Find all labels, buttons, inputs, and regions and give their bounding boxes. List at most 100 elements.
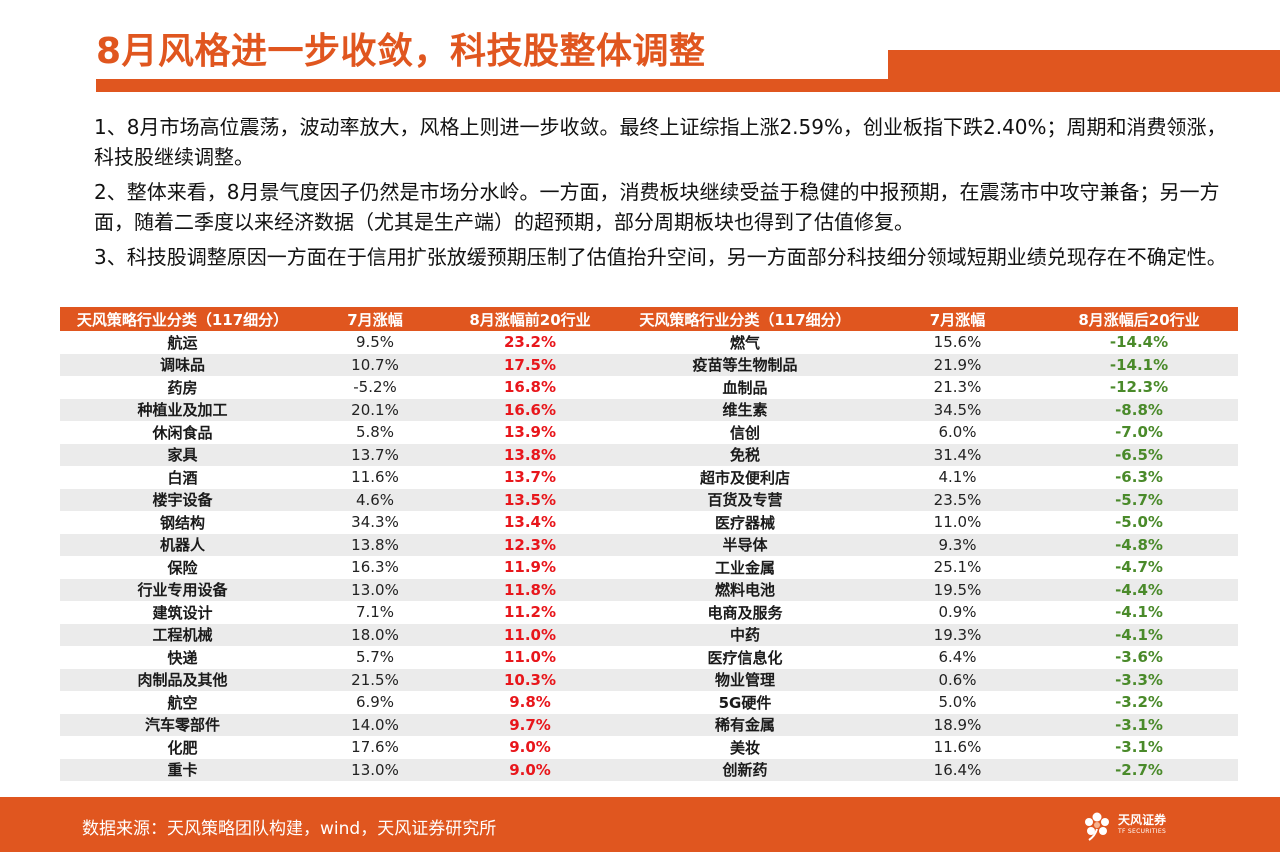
cell-industry-top: 调味品: [159, 356, 205, 375]
cell-july-change-bottom: 18.9%: [933, 715, 982, 734]
footer-bar: [0, 797, 1280, 852]
cell-industry-top: 重卡: [167, 761, 198, 780]
cell-july-change-bottom: 5.0%: [938, 693, 977, 712]
cell-industry-top: 种植业及加工: [137, 401, 228, 420]
cell-july-change-bottom: 21.9%: [933, 355, 982, 374]
cell-july-change-top: 10.7%: [351, 355, 399, 374]
cell-aug-change-bottom: -5.0%: [1115, 513, 1163, 532]
table-row: 休闲食品 5.8% 13.9% 信创 6.0% -7.0%: [60, 421, 1238, 444]
cell-aug-change-top: 11.8%: [503, 580, 557, 599]
cell-july-change-top: 13.0%: [351, 580, 399, 599]
cell-industry-top: 汽车零部件: [144, 716, 220, 735]
cell-july-change-top: 4.6%: [355, 490, 395, 509]
paragraph-1: 1、8月市场高位震荡，波动率放大，风格上则进一步收敛。最终上证综指上涨2.59%…: [94, 115, 1227, 169]
cell-industry-top: 工程机械: [152, 626, 213, 645]
paragraph-3: 3、科技股调整原因一方面在于信用扩张放缓预期压制了估值抬升空间，另一方面部分科技…: [94, 245, 1227, 269]
cell-july-change-top: 17.6%: [351, 738, 399, 757]
cell-july-change-bottom: 19.5%: [933, 580, 982, 599]
logo-name: 天风证券: [1118, 813, 1167, 827]
cell-july-change-top: 11.6%: [351, 468, 399, 487]
cell-aug-change-bottom: -4.1%: [1115, 603, 1163, 622]
cell-july-change-bottom: 11.0%: [933, 513, 982, 532]
table-row: 工程机械 18.0% 11.0% 中药 19.3% -4.1%: [60, 623, 1238, 646]
header-july-change-bottom: 7月涨幅: [929, 310, 986, 329]
table-row: 保险 16.3% 11.9% 工业金属 25.1% -4.7%: [60, 556, 1238, 579]
cell-aug-change-bottom: -8.8%: [1115, 400, 1163, 419]
cell-industry-bottom: 5G硬件: [718, 693, 772, 712]
table-row: 白酒 11.6% 13.7% 超市及便利店 4.1% -6.3%: [60, 466, 1238, 489]
cell-aug-change-top: 13.9%: [503, 423, 557, 442]
cell-aug-change-bottom: -3.1%: [1115, 738, 1163, 757]
cell-industry-top: 楼宇设备: [152, 491, 213, 510]
cell-aug-change-top: 11.2%: [503, 603, 557, 622]
cell-aug-change-top: 13.8%: [503, 445, 557, 464]
cell-july-change-bottom: 9.3%: [938, 535, 977, 554]
cell-industry-top: 建筑设计: [152, 603, 213, 622]
table-row: 汽车零部件 14.0% 9.7% 稀有金属 18.9% -3.1%: [60, 713, 1238, 736]
cell-industry-top: 白酒: [167, 468, 198, 487]
cell-aug-change-bottom: -7.0%: [1115, 423, 1163, 442]
table-row: 航空 6.9% 9.8% 5G硬件 5.0% -3.2%: [60, 691, 1238, 714]
table-row: 种植业及加工 20.1% 16.6% 维生素 34.5% -8.8%: [60, 398, 1238, 421]
cell-industry-bottom: 医疗器械: [714, 513, 775, 532]
cell-aug-change-top: 13.5%: [503, 490, 557, 509]
table-header-row: 天风策略行业分类（117细分） 7月涨幅 8月涨幅前20行业 天风策略行业分类（…: [60, 307, 1238, 331]
cell-industry-top: 药房: [167, 378, 198, 397]
cell-aug-change-bottom: -2.7%: [1115, 760, 1163, 779]
cell-aug-change-bottom: -6.5%: [1115, 445, 1163, 464]
cell-industry-bottom: 维生素: [722, 401, 768, 420]
cell-aug-change-bottom: -14.1%: [1109, 355, 1169, 374]
cell-july-change-top: 20.1%: [351, 400, 399, 419]
table-row: 行业专用设备 13.0% 11.8% 燃料电池 19.5% -4.4%: [60, 578, 1238, 601]
cell-july-change-top: 13.0%: [351, 760, 399, 779]
cell-industry-bottom: 电商及服务: [707, 603, 783, 622]
table-body: 航运 9.5% 23.2% 燃气 15.6% -14.4% 调味品 10.7% 17.5% 疫苗等…: [60, 331, 1238, 781]
cell-aug-change-top: 10.3%: [503, 670, 557, 689]
cell-aug-change-top: 16.8%: [503, 378, 557, 397]
table-row: 化肥 17.6% 9.0% 美妆 11.6% -3.1%: [60, 736, 1238, 759]
cell-industry-top: 快递: [167, 648, 198, 667]
cell-july-change-bottom: 31.4%: [933, 445, 982, 464]
cell-industry-bottom: 血制品: [722, 378, 768, 397]
data-source-note: 数据来源：天风策略团队构建，wind，天风证券研究所: [82, 819, 497, 839]
header-industry-bottom: 天风策略行业分类（117细分）: [639, 310, 851, 329]
cell-aug-change-top: 23.2%: [503, 333, 557, 352]
cell-industry-top: 航空: [167, 693, 198, 712]
cell-aug-change-bottom: -6.3%: [1115, 468, 1163, 487]
cell-july-change-top: 9.5%: [355, 333, 395, 352]
header-aug-bottom20: 8月涨幅后20行业: [1078, 310, 1200, 329]
cell-aug-change-top: 9.0%: [509, 738, 551, 757]
table-row: 航运 9.5% 23.2% 燃气 15.6% -14.4%: [60, 331, 1238, 354]
paragraph-2: 2、整体来看，8月景气度因子仍然是市场分水岭。一方面，消费板块继续受益于稳健的中…: [94, 180, 1220, 234]
title-accent-block: [888, 50, 1280, 92]
cell-july-change-top: 21.5%: [351, 670, 399, 689]
cell-industry-top: 保险: [167, 558, 198, 577]
cell-industry-bottom: 医疗信息化: [707, 648, 783, 667]
cell-july-change-bottom: 19.3%: [933, 625, 982, 644]
cell-aug-change-bottom: -4.8%: [1115, 535, 1163, 554]
cell-industry-top: 化肥: [167, 738, 198, 757]
cell-industry-bottom: 美妆: [729, 738, 760, 757]
cell-july-change-bottom: 15.6%: [933, 333, 982, 352]
cell-industry-bottom: 免税: [729, 446, 760, 465]
cell-aug-change-top: 16.6%: [503, 400, 557, 419]
table-row: 药房 -5.2% 16.8% 血制品 21.3% -12.3%: [60, 376, 1238, 399]
cell-july-change-bottom: 23.5%: [933, 490, 982, 509]
cell-july-change-top: 18.0%: [351, 625, 399, 644]
cell-industry-bottom: 百货及专营: [707, 491, 783, 510]
cell-industry-bottom: 超市及便利店: [699, 468, 790, 487]
cell-industry-bottom: 中药: [729, 626, 760, 645]
cell-aug-change-top: 17.5%: [503, 355, 557, 374]
cell-industry-bottom: 信创: [729, 423, 760, 442]
cell-aug-change-bottom: -3.1%: [1115, 715, 1163, 734]
header-industry-top: 天风策略行业分类（117细分）: [76, 310, 289, 329]
cell-aug-change-bottom: -4.1%: [1115, 625, 1163, 644]
industry-performance-table: 天风策略行业分类（117细分） 7月涨幅 8月涨幅前20行业 天风策略行业分类（…: [60, 307, 1238, 781]
company-logo: 天风证券 TF SECURITIES: [1080, 806, 1180, 846]
cell-july-change-bottom: 34.5%: [933, 400, 982, 419]
logo-subtitle: TF SECURITIES: [1118, 828, 1167, 835]
cell-aug-change-bottom: -12.3%: [1109, 378, 1169, 397]
cell-industry-bottom: 燃料电池: [714, 581, 775, 600]
header-aug-top20: 8月涨幅前20行业: [469, 310, 591, 329]
cell-july-change-top: 13.8%: [351, 535, 399, 554]
